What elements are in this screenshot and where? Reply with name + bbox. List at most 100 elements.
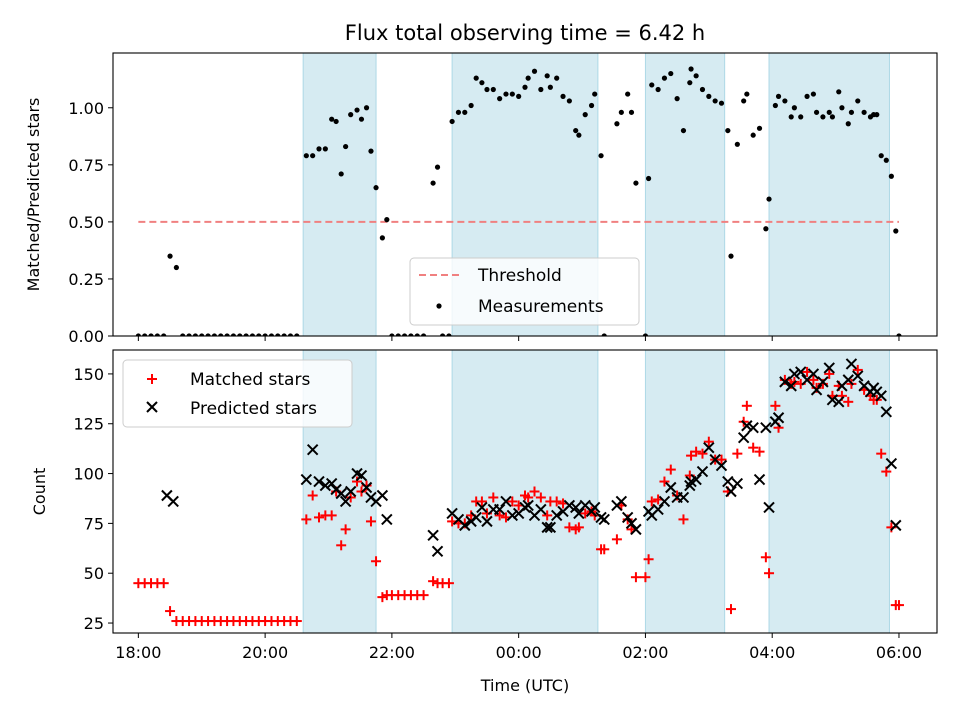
predicted-star-point [725, 485, 737, 498]
matched-star-point [611, 534, 622, 545]
predicted-star-point [325, 477, 338, 490]
matched-star-point [630, 572, 641, 583]
predicted-star-point [573, 507, 585, 520]
measurement-point [756, 125, 763, 131]
measurement-point [547, 84, 553, 90]
measurement-point [725, 127, 731, 134]
measurement-point [199, 333, 205, 336]
predicted-star-point [427, 529, 439, 542]
observing-window-band [302, 53, 377, 336]
measurement-point [322, 146, 328, 152]
matched-star-point [678, 514, 689, 525]
ratio-x-ticks [137, 336, 900, 341]
measurement-point [348, 112, 354, 118]
matched-star-point [716, 454, 727, 465]
predicted-star-point [563, 499, 576, 512]
measurement-point [836, 89, 842, 95]
predicted-star-point [810, 384, 823, 396]
measurement-point [192, 333, 198, 336]
predicted-star-point [360, 481, 373, 494]
predicted-star-point [690, 473, 702, 486]
matched-star-point [564, 522, 575, 533]
measurement-point [554, 75, 560, 81]
predicted-star-point [760, 422, 772, 434]
measurement-point [522, 84, 528, 90]
predicted-star-point [722, 475, 734, 488]
y-tick-label: 125 [73, 415, 104, 434]
measurement-point [420, 333, 427, 336]
y-tick-label: 75 [84, 514, 104, 533]
y-tick-label: 1.00 [68, 99, 104, 118]
predicted-star-point [823, 362, 835, 374]
measurement-point [186, 333, 192, 336]
predicted-star-point [313, 475, 325, 488]
matched-star-point [314, 512, 324, 523]
matched-star-point [640, 572, 651, 583]
measurement-point [810, 91, 817, 97]
measurement-point [813, 109, 820, 115]
predicted-star-point [522, 499, 534, 512]
predicted-star-point [890, 519, 902, 532]
measurement-point [820, 114, 826, 120]
count-y-axis: 25 50 75 100 125 150 [73, 365, 113, 633]
count-y-axis-title: Count [30, 468, 49, 516]
predicted-star-point [817, 376, 829, 388]
matched-star-point [843, 396, 854, 407]
ratio-panel: 0.00 0.25 0.50 0.75 1.00 Flux total observin… [24, 21, 938, 346]
measurement-point [861, 109, 867, 115]
measurement-point [649, 82, 655, 88]
x-tick-label: 20:00 [242, 643, 288, 662]
predicted-star-point [845, 358, 858, 370]
measurement-point [408, 333, 414, 336]
measurement-point [560, 93, 566, 99]
measurement-point [148, 333, 154, 336]
matched-star-point [852, 364, 863, 375]
measurement-point [230, 333, 237, 336]
measurement-point [848, 109, 855, 115]
measurement-point [503, 91, 509, 97]
measurement-point [888, 173, 894, 179]
matched-star-point [476, 496, 487, 507]
measurement-point [628, 109, 635, 115]
predicted-star-point [589, 501, 601, 514]
predicted-star-point [376, 489, 389, 502]
measurement-point [430, 180, 436, 186]
matched-star-point [529, 486, 540, 497]
measurement-point [161, 333, 167, 336]
predicted-star-point [630, 523, 642, 536]
measurement-point [516, 93, 522, 99]
predicted-star-point [544, 521, 557, 534]
x-tick-label: 02:00 [622, 643, 668, 662]
measurement-point [687, 80, 693, 86]
observing-window-band [644, 53, 726, 336]
measurement-point [625, 91, 631, 97]
measurement-point [706, 93, 712, 99]
matched-star-point [691, 446, 702, 457]
x-tick-label: 06:00 [876, 643, 922, 662]
measurement-point [462, 109, 468, 115]
measurement-point [167, 253, 173, 259]
measurement-point [358, 116, 365, 122]
predicted-star-point [615, 495, 628, 508]
measurement-point [354, 107, 360, 113]
predicted-star-point [459, 519, 471, 532]
predicted-star-point [481, 515, 493, 528]
measurement-point [281, 333, 287, 336]
measurement-point [775, 93, 782, 99]
measurement-point [674, 96, 680, 102]
measurement-point [256, 333, 262, 336]
ratio-y-axis: 0.00 0.25 0.50 0.75 1.00 [68, 99, 113, 346]
matched-star-point [336, 540, 347, 551]
measurement-point [829, 114, 836, 120]
measurement-point [712, 98, 718, 104]
observing-window-band [644, 350, 726, 633]
measurement-point [661, 75, 668, 81]
measurement-point [294, 333, 300, 336]
predicted-star-point [431, 545, 444, 557]
measurement-point [741, 98, 747, 104]
measurement-point [468, 102, 474, 109]
measurement-point [154, 333, 160, 336]
matched-star-point [291, 616, 302, 627]
observing-window-band [768, 53, 890, 336]
measurement-point [395, 333, 401, 336]
